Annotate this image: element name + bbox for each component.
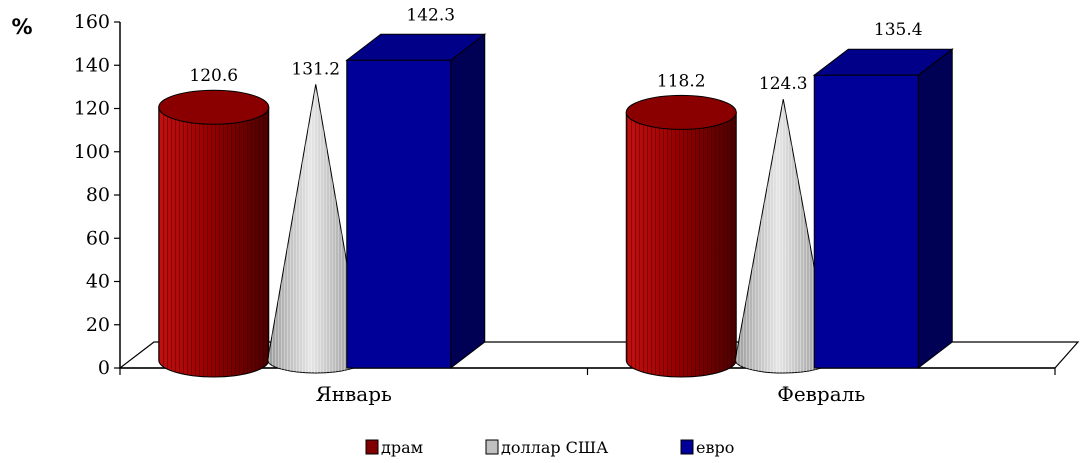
cylinder-mark	[625, 94, 737, 378]
legend-label: драм	[381, 438, 423, 457]
cone-texture	[267, 84, 364, 373]
y-tick-label: 60	[86, 227, 110, 249]
data-label: 135.4	[874, 20, 923, 40]
data-label: 142.3	[406, 5, 455, 25]
legend-swatch	[680, 439, 694, 455]
x-tick-label: Январь	[316, 382, 392, 406]
y-tick-label: 120	[74, 98, 110, 120]
box-side	[450, 33, 486, 370]
cylinder-top	[158, 89, 270, 125]
legend-label: доллар США	[501, 438, 608, 457]
y-tick-label: 160	[74, 11, 110, 33]
y-axis-label: %	[11, 15, 32, 39]
legend-label: евро	[696, 438, 734, 457]
cone-texture	[735, 99, 832, 374]
cylinder-texture	[158, 107, 269, 377]
y-tick-label: 140	[74, 54, 110, 76]
box-front	[346, 59, 452, 369]
cylinder-texture	[626, 112, 737, 377]
data-label: 124.3	[759, 74, 808, 94]
cylinder-top	[625, 94, 737, 130]
box-mark	[812, 48, 954, 370]
y-tick-label: 40	[86, 271, 110, 293]
y-tick-label: 20	[86, 314, 110, 336]
cylinder-mark	[158, 89, 270, 378]
x-tick-label: Февраль	[777, 382, 865, 406]
y-tick-label: 0	[98, 357, 110, 379]
legend: драм доллар США евро	[365, 438, 734, 457]
box-front	[813, 74, 919, 369]
box-mark	[345, 33, 487, 370]
data-label: 131.2	[291, 59, 340, 79]
box-side	[917, 48, 953, 370]
y-tick-label: 100	[74, 141, 110, 163]
legend-swatch	[485, 439, 499, 455]
data-label: 120.6	[189, 66, 238, 86]
data-label: 118.2	[657, 71, 706, 91]
y-tick-label: 80	[86, 184, 110, 206]
legend-swatch	[365, 439, 379, 455]
